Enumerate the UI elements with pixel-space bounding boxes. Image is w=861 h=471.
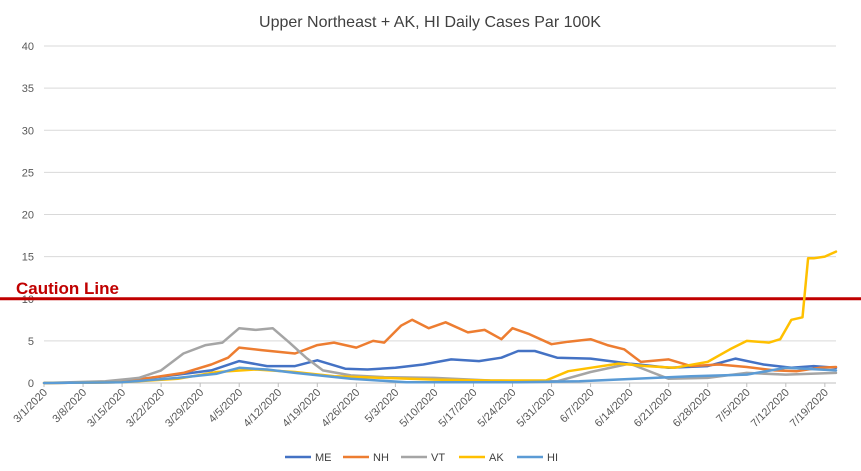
x-tick-label: 4/5/2020 (207, 387, 246, 426)
y-tick-label: 0 (28, 378, 34, 390)
legend-label: NH (373, 452, 389, 464)
x-tick-label: 6/21/2020 (632, 387, 675, 430)
series-line-hi (42, 366, 838, 385)
x-tick-label: 7/5/2020 (714, 387, 753, 426)
x-tick-label: 6/7/2020 (558, 387, 597, 426)
x-tick-label: 5/24/2020 (476, 387, 519, 430)
x-tick-label: 5/10/2020 (397, 387, 440, 430)
x-tick-label: 5/3/2020 (363, 387, 402, 426)
y-tick-label: 25 (22, 167, 34, 179)
x-tick-label: 7/12/2020 (749, 387, 792, 430)
x-tick-label: 3/22/2020 (124, 387, 167, 430)
legend-label: VT (431, 452, 445, 464)
series-line-me (42, 349, 838, 385)
y-tick-label: 40 (22, 41, 34, 53)
legend: ME NH VT AK HI (285, 452, 558, 464)
series-line-vt (42, 326, 838, 385)
caution-line-label: Caution Line (16, 279, 119, 298)
x-tick-label: 3/29/2020 (163, 387, 206, 430)
x-tick-label: 4/26/2020 (319, 387, 362, 430)
y-tick-label: 35 (22, 83, 34, 95)
chart-title: Upper Northeast + AK, HI Daily Cases Par… (259, 14, 601, 31)
y-tick-label: 15 (22, 252, 34, 264)
legend-label: HI (547, 452, 558, 464)
series-lines (42, 250, 838, 385)
y-tick-label: 20 (22, 210, 34, 222)
caution-line-group: Caution Line (0, 279, 861, 301)
x-tick-label: 6/28/2020 (671, 387, 714, 430)
legend-label: ME (315, 452, 332, 464)
x-axis-ticks: 3/1/2020 3/8/20203/15/20203/22/20203/29/2… (11, 383, 831, 430)
legend-label: AK (489, 452, 504, 464)
x-tick-label: 4/19/2020 (280, 387, 323, 430)
x-tick-label: 6/14/2020 (593, 387, 636, 430)
series-line-nh (42, 318, 838, 385)
x-tick-label: 4/12/2020 (241, 387, 284, 430)
y-axis-ticks: 0510152025303540 (22, 41, 34, 390)
x-tick-label: 3/8/2020 (50, 387, 89, 426)
x-tick-label: 5/31/2020 (515, 387, 558, 430)
gridlines (44, 45, 836, 384)
x-tick-label: 3/15/2020 (85, 387, 128, 430)
y-tick-label: 30 (22, 125, 34, 137)
x-tick-label: 5/17/2020 (436, 387, 479, 430)
x-tick-label: 7/19/2020 (788, 387, 831, 430)
x-tick-label: 3/1/2020 (11, 387, 50, 426)
y-tick-label: 5 (28, 336, 34, 348)
